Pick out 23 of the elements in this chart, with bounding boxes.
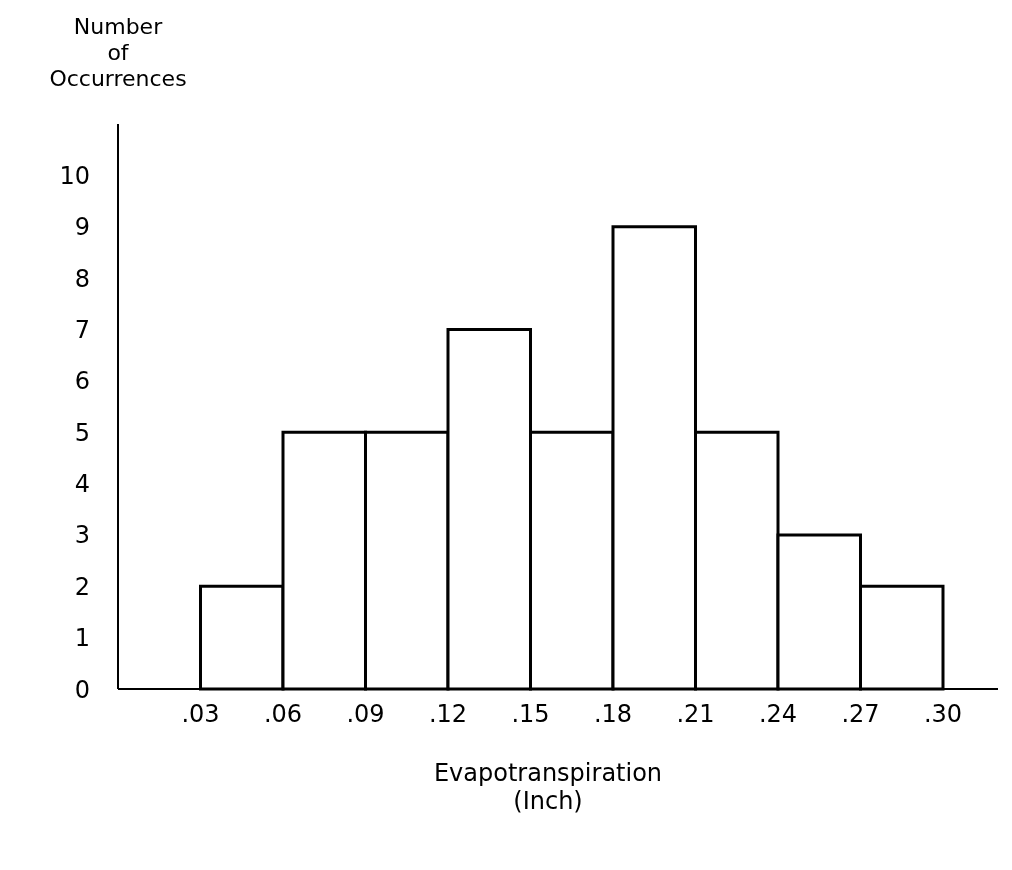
y-tick-label: 6: [74, 367, 90, 396]
x-tick-label: .30: [923, 700, 963, 729]
x-axis-title: Evapotranspiration (Inch): [432, 759, 664, 815]
x-tick-label: .24: [758, 700, 798, 729]
y-tick-label: 5: [74, 418, 90, 447]
x-tick-label: .21: [676, 700, 715, 729]
x-tick-label: .27: [841, 700, 880, 729]
y-tick-label: 9: [74, 213, 90, 242]
y-tick-label: 1: [74, 624, 90, 653]
x-tick-label: .15: [511, 700, 550, 729]
y-tick-label: 8: [74, 264, 90, 293]
y-tick-label: 10: [59, 161, 90, 190]
y-tick-label: 2: [74, 572, 90, 601]
x-tick-label: .06: [263, 700, 303, 729]
x-tick-label: .03: [181, 700, 220, 729]
x-tick-label: .18: [593, 700, 633, 729]
y-tick-label: 3: [74, 521, 90, 550]
x-tick-label: .09: [346, 700, 385, 729]
x-tick-label: .12: [428, 700, 468, 729]
y-tick-label: 0: [74, 675, 90, 704]
y-tick-label: 4: [74, 470, 90, 499]
y-tick-label: 7: [74, 315, 90, 344]
y-axis-title: Number of Occurrences: [48, 14, 188, 92]
